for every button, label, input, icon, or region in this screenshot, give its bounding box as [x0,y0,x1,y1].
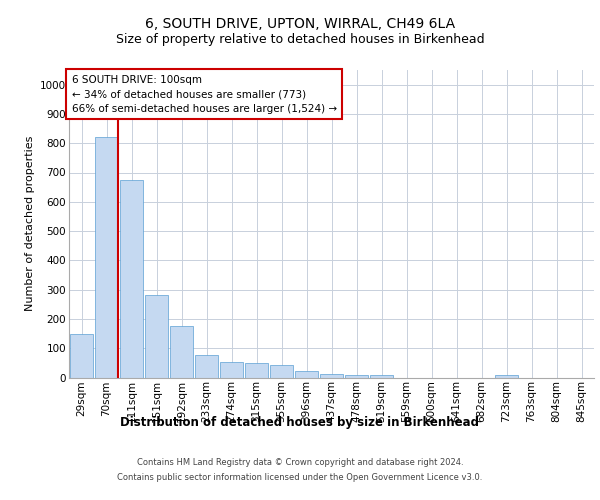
Bar [170,326,193,378]
Text: Distribution of detached houses by size in Birkenhead: Distribution of detached houses by size … [121,416,479,429]
Text: Contains HM Land Registry data © Crown copyright and database right 2024.: Contains HM Land Registry data © Crown c… [137,458,463,467]
Bar [119,180,143,378]
Bar [494,374,518,378]
Bar [220,362,244,378]
Text: 6 SOUTH DRIVE: 100sqm
← 34% of detached houses are smaller (773)
66% of semi-det: 6 SOUTH DRIVE: 100sqm ← 34% of detached … [71,74,337,114]
Text: Size of property relative to detached houses in Birkenhead: Size of property relative to detached ho… [116,32,484,46]
Bar [245,363,268,378]
Bar [295,371,319,378]
Bar [320,374,343,378]
Text: 6, SOUTH DRIVE, UPTON, WIRRAL, CH49 6LA: 6, SOUTH DRIVE, UPTON, WIRRAL, CH49 6LA [145,18,455,32]
Bar [344,374,368,378]
Bar [370,375,394,378]
Bar [70,334,94,378]
Y-axis label: Number of detached properties: Number of detached properties [25,136,35,312]
Bar [269,365,293,378]
Text: Contains public sector information licensed under the Open Government Licence v3: Contains public sector information licen… [118,473,482,482]
Bar [95,138,118,378]
Bar [145,294,169,378]
Bar [194,354,218,378]
